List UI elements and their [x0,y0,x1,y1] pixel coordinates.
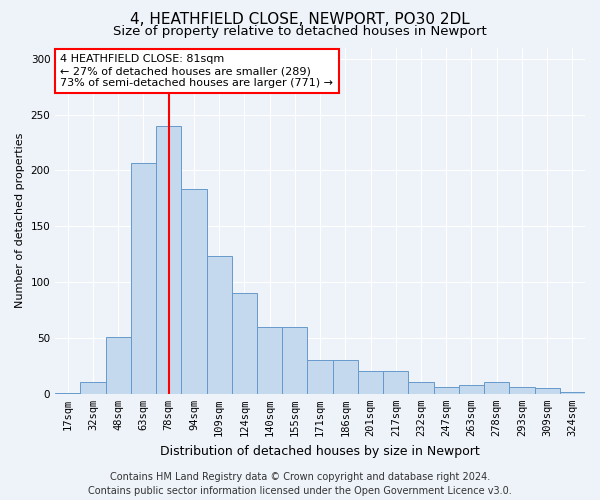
Bar [80,382,106,394]
Bar [131,162,156,394]
Bar [509,387,535,394]
Bar [484,382,509,394]
Bar [206,256,232,394]
Y-axis label: Number of detached properties: Number of detached properties [15,133,25,308]
Bar [434,387,459,394]
Bar [358,372,383,394]
Bar [383,372,409,394]
Bar [307,360,332,394]
X-axis label: Distribution of detached houses by size in Newport: Distribution of detached houses by size … [160,444,480,458]
Bar [156,126,181,394]
Bar [55,392,80,394]
Bar [535,388,560,394]
Bar [181,190,206,394]
Bar [257,327,282,394]
Bar [232,294,257,394]
Bar [459,385,484,394]
Bar [282,327,307,394]
Bar [560,392,585,394]
Text: 4, HEATHFIELD CLOSE, NEWPORT, PO30 2DL: 4, HEATHFIELD CLOSE, NEWPORT, PO30 2DL [130,12,470,28]
Text: 4 HEATHFIELD CLOSE: 81sqm
← 27% of detached houses are smaller (289)
73% of semi: 4 HEATHFIELD CLOSE: 81sqm ← 27% of detac… [61,54,334,88]
Text: Size of property relative to detached houses in Newport: Size of property relative to detached ho… [113,25,487,38]
Text: Contains HM Land Registry data © Crown copyright and database right 2024.
Contai: Contains HM Land Registry data © Crown c… [88,472,512,496]
Bar [332,360,358,394]
Bar [409,382,434,394]
Bar [106,337,131,394]
